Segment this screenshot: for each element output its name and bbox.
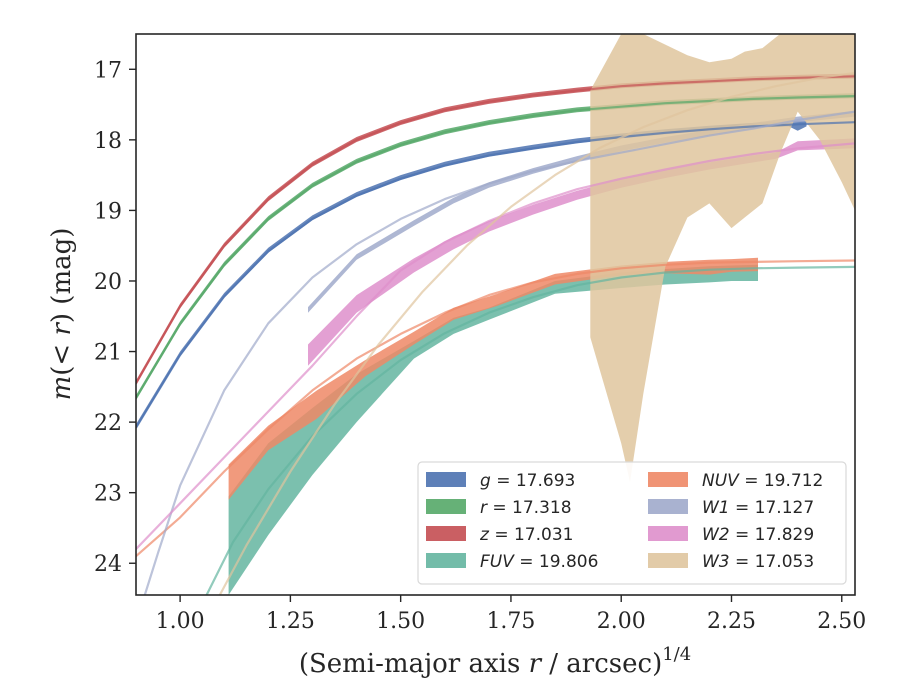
fit-line-FUV	[205, 265, 855, 595]
y-tick-label: 18	[94, 129, 122, 154]
legend-item-FUV: FUV = 19.806	[426, 552, 598, 572]
x-tick-label: 2.00	[597, 609, 646, 634]
fit-line-W2	[136, 142, 855, 550]
y-tick-label: 24	[94, 552, 122, 577]
legend-swatch-r	[426, 499, 466, 514]
legend-label-W2: W2 = 17.829	[702, 525, 814, 545]
legend-swatch-z	[426, 526, 466, 541]
x-axis-label: (Semi-major axis r / arcsec)	[299, 649, 662, 679]
legend-label-W3: W3 = 17.053	[702, 552, 814, 572]
x-tick-label: 1.75	[486, 609, 535, 634]
fit-line-W1	[143, 110, 855, 595]
legend-label-r: r = 17.318	[480, 498, 572, 518]
legend-item-r: r = 17.318	[426, 498, 572, 518]
x-tick-label: 1.00	[156, 609, 205, 634]
x-tick-label: 1.50	[376, 609, 425, 634]
legend-swatch-W3	[648, 553, 688, 568]
legend-swatch-NUV	[648, 472, 688, 487]
y-tick-label: 19	[94, 199, 122, 224]
legend-item-z: z = 17.031	[426, 525, 573, 545]
model-fit-lines	[136, 71, 855, 595]
legend-swatch-FUV	[426, 553, 466, 568]
legend-label-z: z = 17.031	[479, 525, 573, 545]
band-NUV	[228, 257, 759, 500]
fit-line-NUV	[136, 259, 855, 558]
legend-item-W2: W2 = 17.829	[648, 525, 814, 545]
legend-label-g: g = 17.693	[480, 471, 575, 491]
legend-item-W1: W1 = 17.127	[648, 498, 814, 518]
legend-item-W3: W3 = 17.053	[648, 552, 814, 572]
y-axis-label: m(< r) (mag)	[47, 228, 77, 401]
legend-item-NUV: NUV = 19.712	[648, 471, 823, 491]
legend-label-NUV: NUV = 19.712	[702, 471, 823, 491]
legend-swatch-W1	[648, 499, 688, 514]
x-axis-label-exponent: 1/4	[662, 644, 691, 665]
y-tick-label: 17	[94, 58, 122, 83]
band-FUV	[228, 264, 759, 595]
plot-frame	[135, 33, 856, 596]
legend-item-g: g = 17.693	[426, 471, 575, 491]
fit-line-g	[136, 121, 855, 429]
y-tick-label: 20	[94, 270, 122, 295]
legend-box	[417, 461, 847, 585]
legend-swatch-W2	[648, 526, 688, 541]
fit-line-z	[136, 75, 855, 384]
y-tick-label: 22	[94, 411, 122, 436]
x-tick-label: 2.25	[707, 609, 756, 634]
legend-label-FUV: FUV = 19.806	[480, 552, 598, 572]
x-axis-title: (Semi-major axis r / arcsec)1/4	[299, 644, 691, 679]
legend-swatch-g	[426, 472, 466, 487]
x-tick-label: 1.25	[266, 609, 315, 634]
y-tick-label: 21	[94, 341, 122, 366]
legend: g = 17.693 r = 17.318 z = 17.031 FUV = 19.8…	[417, 461, 847, 585]
x-axis-ticks: 1.00 1.25 1.50 1.75 2.00 2.25 2.50	[156, 595, 866, 634]
y-axis-ticks: 17 18 19 20 21 22 23 24	[94, 58, 136, 577]
fit-line-W3	[218, 71, 855, 595]
y-tick-label: 23	[94, 482, 122, 507]
legend-label-W1: W1 = 17.127	[702, 498, 814, 518]
x-tick-label: 2.50	[817, 609, 866, 634]
x-axis-label-variable: r	[529, 649, 543, 679]
fit-line-r	[136, 95, 855, 399]
